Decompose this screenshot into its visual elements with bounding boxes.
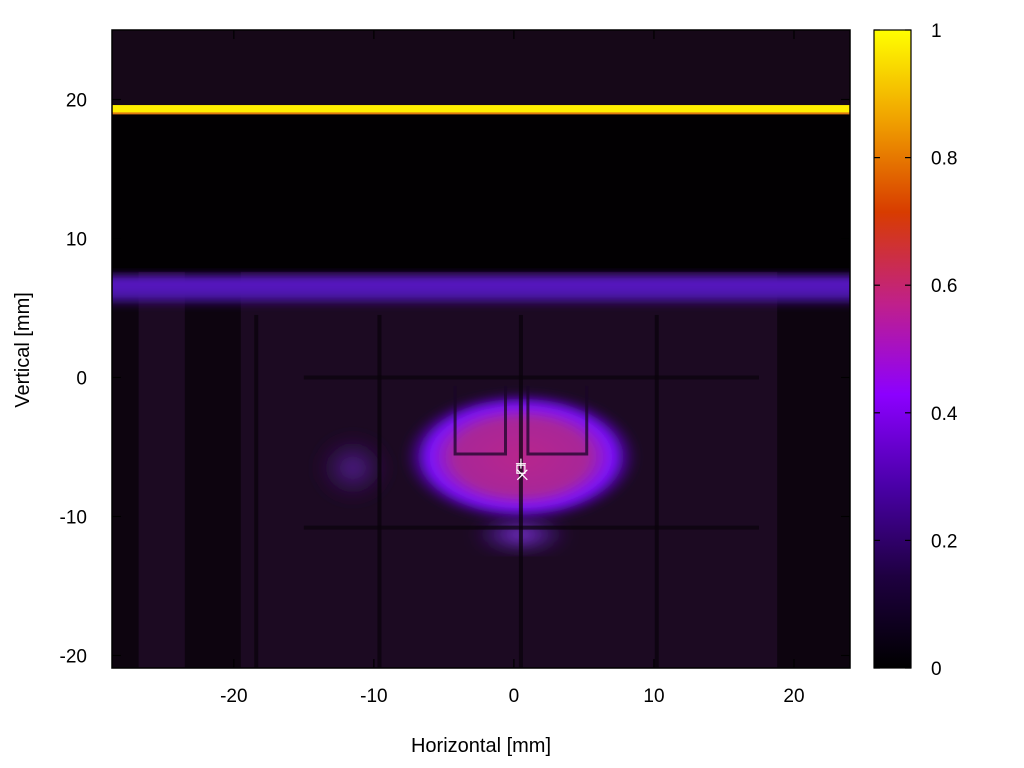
bright-band-edge [112,112,850,115]
diffuse-band [112,271,850,308]
wire-shadow-vertical [254,314,259,668]
bright-band [112,105,850,114]
y-tick-label: 0 [76,368,87,389]
markers [515,458,528,481]
colorbar-tick-label: 1 [931,21,942,42]
x-axis-label: Horizontal [mm] [411,735,551,757]
marker-plus [515,458,526,469]
inner-frame [453,385,508,456]
marker-cross [516,469,528,481]
inner-frame [526,385,589,456]
x-tick-label: -20 [220,686,247,707]
top-strip [112,30,850,106]
upper-dark-region [112,113,850,272]
y-tick-label: 20 [66,90,87,111]
colorbar-tick-label: 0.6 [931,276,957,297]
y-tick-label: 10 [66,229,87,250]
y-axis: -20 -10 0 10 20 [60,90,850,667]
y-tick-label: -20 [60,646,87,667]
wire-shadow-vertical [518,314,523,668]
y-tick-label: -10 [60,507,87,528]
wire-shadow-vertical [377,314,382,668]
x-tick-label: 20 [783,686,804,707]
x-tick-label: 10 [643,686,664,707]
wire-shadow-vertical [654,314,659,668]
colorbar-tick-label: 0.2 [931,531,957,552]
colorbar-tick-label: 0.8 [931,149,957,170]
side-spot [313,433,393,503]
wire-shadow-horizontal [303,375,759,380]
heatmap-image [112,30,850,668]
colorbar-axis: 0 0.2 0.4 0.6 0.8 1 [874,21,958,680]
colorbar [873,29,912,669]
plot-frame [111,29,851,669]
x-tick-label: 0 [509,686,520,707]
y-axis-label: Vertical [mm] [12,292,34,408]
x-tick-label: -10 [360,686,387,707]
wire-shadows [254,314,759,668]
x-axis: -20 -10 0 10 20 [220,30,805,707]
colorbar-tick-label: 0 [931,659,942,680]
colorbar-tick-label: 0.4 [931,404,958,425]
wire-shadow-horizontal [303,525,759,530]
